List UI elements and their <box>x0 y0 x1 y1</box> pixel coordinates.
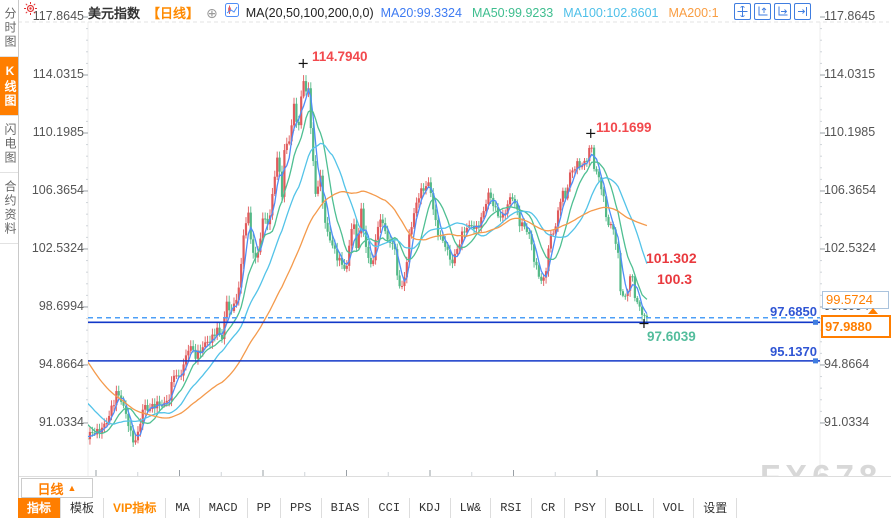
sidebar-tab-1[interactable]: 分时图 <box>0 0 18 57</box>
ma-value-4: MA200:1 <box>668 5 719 20</box>
price-markers <box>298 58 649 329</box>
toolbar-tab-CR[interactable]: CR <box>532 498 566 518</box>
period-selector[interactable]: 日线 ▲ <box>21 478 93 498</box>
hot-icon[interactable] <box>24 2 37 20</box>
ma-settings[interactable]: MA(20,50,100,200,0,0) <box>245 5 374 20</box>
price-annotation: 110.1699 <box>596 120 652 135</box>
y-axis-label: 106.3654 <box>824 182 877 197</box>
toolbar-tab-PSY[interactable]: PSY <box>565 498 606 518</box>
ma-lines <box>88 86 648 438</box>
chevron-up-icon: ▲ <box>67 483 77 493</box>
y-axis-label: 102.5324 <box>824 240 877 255</box>
price-annotation: 114.7940 <box>312 49 368 64</box>
ma200-line <box>88 190 648 419</box>
candles <box>88 75 648 447</box>
y-axis-label: 98.6994 <box>38 298 84 313</box>
alert-value: 99.5724 <box>826 292 873 307</box>
y-axis-label: 94.8664 <box>38 356 84 371</box>
y-axis-label: 110.1985 <box>824 124 876 139</box>
price-annotation: 100.3 <box>657 271 693 287</box>
line-handle[interactable] <box>813 319 818 325</box>
period-title: 【日线】 <box>147 6 200 21</box>
ma50-line <box>88 109 648 435</box>
price-annotation: 101.302 <box>646 250 697 266</box>
ma20-line <box>88 86 648 438</box>
topbar: 美元指数 【日线】 ⊕ MA(20,50,100,200,0,0) MA20:9… <box>20 0 891 22</box>
ma-value-3: MA100:102.8601 <box>563 5 659 20</box>
y-axis-scale-icon[interactable] <box>754 3 771 20</box>
toolbar-tab-LW&[interactable]: LW& <box>451 498 492 518</box>
sidebar: 分时图 K线图 闪电图 合约资料 <box>0 0 19 518</box>
sidebar-tab-4[interactable]: 合约资料 <box>0 173 18 244</box>
ma-values: MA20:99.3324 MA50:99.9233 MA100:102.8601 MA… <box>381 6 719 20</box>
last-price-value: 97.9880 <box>825 319 872 334</box>
period-selector-label: 日线 <box>37 481 64 497</box>
toolbar-tab-VOL[interactable]: VOL <box>654 498 695 518</box>
level-label-1[interactable]: 97.6850 <box>770 304 817 319</box>
symbol-title: 美元指数 <box>88 6 141 21</box>
y-axis-label: 117.8645 <box>32 9 84 23</box>
toolbar-tab-模板[interactable]: 模板 <box>61 498 105 518</box>
toolbar-tab-CCI[interactable]: CCI <box>369 498 411 518</box>
sidebar-tab-2[interactable]: K线图 <box>0 57 18 116</box>
toolbar-tab-VIP指标[interactable]: VIP指标 <box>104 498 167 518</box>
pan-icon[interactable] <box>734 3 751 20</box>
exit-icon[interactable] <box>794 3 811 20</box>
level-label-2[interactable]: 95.1370 <box>770 344 817 359</box>
price-annotation: 97.6039 <box>647 329 696 344</box>
indicator-toolbar: 指标 模板 VIP指标 MA MACD PP PPS BIAS CCI KDJ LW& RSI CR PS… <box>18 498 891 518</box>
ma-value-2: MA50:99.9233 <box>471 5 554 20</box>
axis-ticks <box>83 16 825 424</box>
price-up-arrow-icon <box>868 308 878 314</box>
price-alert-tag[interactable]: 99.5724 <box>822 291 889 309</box>
toolbar-tab-MACD[interactable]: MACD <box>200 498 248 518</box>
y-axis-label: 117.8645 <box>824 9 876 23</box>
y-axis-label: 114.0315 <box>32 66 84 81</box>
chart-type-icon[interactable] <box>224 3 239 22</box>
y-axis-label: 91.0334 <box>38 414 84 429</box>
sidebar-tab-3[interactable]: 闪电图 <box>0 116 18 173</box>
y-axis-label: 102.5324 <box>31 240 84 255</box>
y-axis-label: 91.0334 <box>824 414 870 429</box>
line-handle[interactable] <box>813 358 818 364</box>
toolbar-tab-PPS[interactable]: PPS <box>281 498 322 518</box>
ma100-line <box>88 142 648 425</box>
toolbar-tab-BOLL[interactable]: BOLL <box>606 498 654 518</box>
y-axis-label: 106.3654 <box>31 182 84 197</box>
y-axis-label: 94.8664 <box>824 356 870 371</box>
y-axis-label: 110.1985 <box>32 124 84 139</box>
ma-value-1: MA20:99.3324 <box>380 5 462 20</box>
x-axis-row: 日线 ▲ <box>18 476 891 499</box>
toolbar-tab-PP[interactable]: PP <box>248 498 281 518</box>
x-axis-scale-icon[interactable] <box>774 3 791 20</box>
toolbar-tab-设置[interactable]: 设置 <box>694 498 738 518</box>
toolbar-tab-指标[interactable]: 指标 <box>18 498 62 518</box>
toolbar-tab-MA[interactable]: MA <box>166 498 200 518</box>
toolbar-tab-KDJ[interactable]: KDJ <box>410 498 451 518</box>
chart-toolbar-icons <box>734 3 811 20</box>
toolbar-tab-BIAS[interactable]: BIAS <box>322 498 370 518</box>
expand-icon[interactable]: ⊕ <box>206 4 218 21</box>
toolbar-tab-RSI[interactable]: RSI <box>491 498 532 518</box>
last-price-tag: 97.9880 <box>821 315 891 338</box>
y-axis-label: 114.0315 <box>824 66 876 81</box>
level-lines <box>88 316 820 364</box>
